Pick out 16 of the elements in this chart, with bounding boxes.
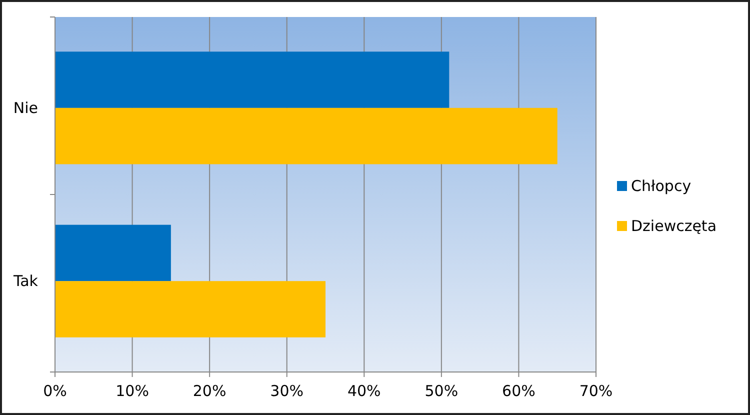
legend-label: Chłopcy [631, 177, 692, 195]
x-tick-label: 30% [270, 382, 304, 400]
y-tick-label: Nie [13, 98, 38, 117]
x-tick-label: 70% [579, 382, 613, 400]
bar [55, 108, 558, 164]
legend-label: Dziewczęta [631, 217, 717, 235]
x-tick-label: 50% [424, 382, 458, 400]
y-tick-label: Tak [12, 272, 38, 290]
x-tick-label: 20% [192, 382, 226, 400]
x-tick-label: 10% [116, 382, 149, 400]
x-tick-label: 60% [502, 382, 536, 400]
bar [55, 52, 450, 108]
x-tick-label: 40% [347, 382, 381, 400]
bar [55, 281, 326, 338]
x-tick-label: 0% [43, 382, 67, 400]
bar [55, 224, 171, 282]
